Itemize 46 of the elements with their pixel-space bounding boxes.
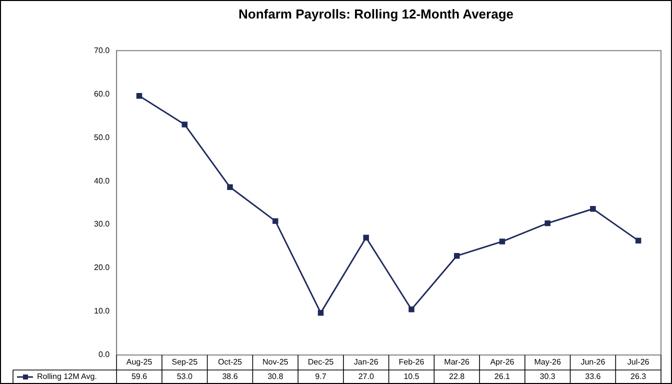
x-tick-label: Oct-25 [218, 358, 243, 367]
point [590, 206, 596, 212]
data-label: 53.0 [176, 372, 193, 382]
data-label: 22.8 [449, 372, 466, 382]
chart-title: Nonfarm Payrolls: Rolling 12-Month Average [238, 6, 514, 22]
data-label: 26.3 [630, 372, 647, 382]
data-label: 27.0 [358, 372, 374, 382]
x-tick-label: Dec-25 [308, 358, 334, 367]
x-tick-label: Nov-25 [262, 358, 289, 367]
point [318, 310, 324, 316]
x-tick-label: Apr-26 [490, 358, 515, 367]
y-tick-label: 20.0 [94, 263, 110, 272]
point [272, 218, 278, 224]
legend-label: Rolling 12M Avg. [37, 372, 97, 382]
point [182, 122, 188, 128]
point [227, 184, 233, 190]
point [136, 92, 142, 99]
point [363, 234, 369, 240]
y-tick-label: 40.0 [94, 176, 110, 186]
x-tick-label: Jan-26 [354, 358, 379, 367]
x-tick-label: May-26 [534, 358, 562, 367]
point [499, 238, 506, 244]
x-tick-label: Jun-26 [580, 358, 606, 367]
point [635, 238, 642, 244]
data-label: 38.6 [222, 372, 238, 382]
y-tick-label: 10.0 [94, 306, 110, 316]
data-label: 59.6 [131, 372, 148, 382]
data-label: 26.1 [494, 372, 511, 382]
x-tick-label: Sep-25 [172, 358, 198, 367]
y-tick-label: 70.0 [94, 46, 110, 55]
y-tick-label: 60.0 [94, 89, 110, 98]
x-tick-label: Jul-26 [627, 358, 650, 367]
point [544, 220, 550, 226]
y-tick-label: 30.0 [94, 220, 110, 229]
point [408, 306, 414, 312]
data-label: 30.8 [268, 372, 284, 382]
data-label: 33.6 [585, 372, 602, 382]
y-tick-label: 0.0 [98, 350, 110, 360]
point [454, 252, 460, 259]
x-tick-label: Feb-26 [398, 358, 425, 367]
y-tick-label: 50.0 [94, 132, 110, 142]
data-label: 9.7 [315, 372, 327, 382]
data-label: 30.3 [540, 372, 556, 382]
x-tick-label: Mar-26 [444, 358, 470, 367]
data-label: 10.5 [404, 372, 420, 382]
x-tick-label: Aug-25 [126, 358, 153, 367]
